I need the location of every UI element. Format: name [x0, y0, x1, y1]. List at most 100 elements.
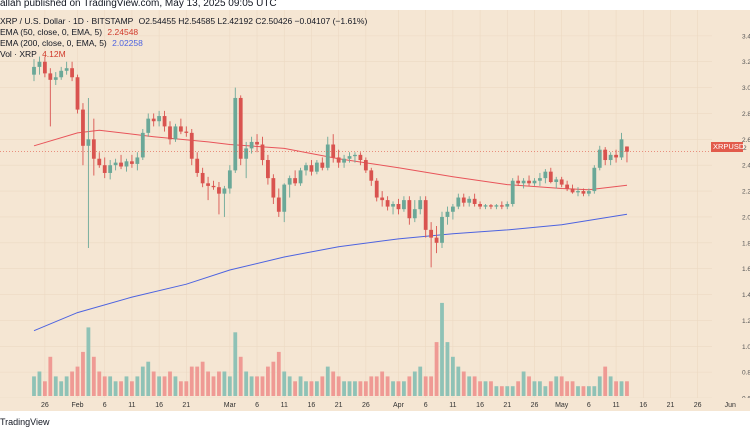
candle-body	[347, 156, 352, 159]
candle-body	[178, 126, 183, 132]
candle-body	[113, 162, 118, 166]
candle-body	[86, 139, 91, 146]
candle-body	[233, 97, 238, 171]
volume-bar	[48, 356, 53, 396]
legend-ema50-value: 2.24548	[107, 27, 139, 37]
candle-body	[238, 97, 243, 159]
candle-body	[505, 204, 510, 207]
time-tick-label: 11	[612, 402, 619, 409]
volume-bar	[184, 381, 189, 396]
price-tick-label: 2.8	[742, 111, 750, 118]
legend-volume-row[interactable]: Vol · XRP 4.12M	[0, 49, 367, 60]
volume-bar	[429, 376, 434, 396]
candle-body	[483, 205, 488, 207]
top-bar: allah published on TradingView.com, May …	[0, 0, 750, 10]
price-tick-label: 2.6	[742, 137, 750, 144]
volume-bar	[581, 386, 586, 396]
volume-bar	[402, 381, 406, 396]
time-tick-label: 6	[255, 402, 259, 409]
price-tick-label: 0.8	[742, 370, 750, 377]
volume-bar	[206, 371, 210, 396]
candle-body	[135, 157, 140, 164]
volume-bar	[81, 351, 85, 396]
time-tick-label: 21	[182, 402, 190, 409]
volume-bar	[309, 381, 314, 396]
bottom-bar	[0, 411, 750, 430]
candle-body	[97, 158, 102, 166]
candle-body	[260, 144, 265, 161]
candle-body	[119, 162, 123, 167]
volume-bar	[113, 381, 118, 396]
candle-body	[146, 118, 151, 133]
volume-bar	[227, 376, 232, 396]
candle-body	[489, 205, 493, 207]
volume-bar	[108, 376, 113, 396]
candle-body	[81, 109, 85, 146]
volume-bar	[53, 376, 58, 396]
candle-body	[499, 205, 504, 207]
candle-body	[619, 139, 624, 158]
volume-bar	[37, 371, 42, 396]
candle-body	[195, 158, 200, 173]
price-axis[interactable]: 3.4 3.2 3.0 2.8 2.6 2.4 2.2 2.0 1.8 1.6 1.4 1.2 1.0 0…	[712, 0, 750, 403]
time-tick-label: 6	[103, 402, 107, 409]
price-tick-label: 1.0	[742, 344, 750, 351]
candle-body	[586, 191, 591, 194]
candle-body	[625, 146, 629, 152]
time-axis[interactable]: 26 Feb 6 11 16 21 Mar 6 11 16 21 26 Apr 6 11 16 21 26 May 6…	[0, 398, 750, 411]
volume-bar	[162, 376, 167, 396]
volume-bar	[489, 381, 493, 396]
volume-bar	[548, 381, 553, 396]
volume-bar	[532, 381, 537, 396]
time-tick-label: 11	[128, 402, 135, 409]
legend-ema200-value: 2.02258	[112, 38, 143, 48]
candle-body	[189, 132, 194, 159]
candle-body	[227, 170, 232, 189]
legend-symbol-row[interactable]: XRP / U.S. Dollar · 1D · BITSTAMP O2.544…	[0, 16, 367, 27]
legend-ema50-label: EMA (50, close, 0, EMA, 5)	[0, 27, 103, 37]
volume-bar	[554, 376, 559, 396]
volume-bar	[603, 366, 608, 396]
volume-bar	[516, 381, 521, 396]
volume-bar	[32, 376, 36, 396]
candle-body	[538, 178, 542, 181]
candle-body	[581, 191, 586, 194]
legend-volume-label: Vol · XRP	[0, 49, 37, 59]
time-tick-label: Mar	[224, 402, 237, 409]
candle-body	[342, 158, 346, 163]
candle-body	[597, 149, 602, 168]
candle-body	[358, 154, 363, 161]
volume-bar	[222, 371, 227, 396]
tradingview-brand[interactable]: TradingView	[0, 417, 50, 427]
volume-bar	[59, 381, 64, 396]
candle-body	[494, 205, 499, 207]
volume-bar	[282, 371, 287, 396]
candle-body	[380, 197, 385, 201]
time-tick-label: Feb	[71, 402, 83, 409]
candle-body	[396, 204, 401, 210]
candle-body	[130, 161, 134, 164]
volume-bar	[146, 361, 151, 396]
ema200-line	[33, 213, 628, 332]
candle-body	[467, 198, 472, 203]
candle-body	[363, 160, 368, 171]
legend-ema200-row[interactable]: EMA (200, close, 0, EMA, 5) 2.02258	[0, 38, 367, 49]
candle-body	[407, 200, 412, 219]
volume-bar	[456, 366, 461, 396]
candle-body	[217, 187, 221, 194]
candle-body	[521, 180, 526, 184]
volume-bar	[391, 381, 395, 396]
candle-body	[184, 131, 189, 133]
volume-bar	[314, 381, 319, 396]
candle-body	[48, 73, 53, 80]
candle-body	[434, 237, 439, 243]
volume-bar	[412, 371, 417, 396]
price-tick-label: 1.2	[742, 318, 750, 325]
candle-body	[369, 170, 374, 181]
time-tick-label: 21	[335, 402, 343, 409]
candle-body	[576, 191, 580, 193]
time-tick-label: 26	[41, 402, 49, 409]
legend-ema50-row[interactable]: EMA (50, close, 0, EMA, 5) 2.24548	[0, 27, 367, 38]
